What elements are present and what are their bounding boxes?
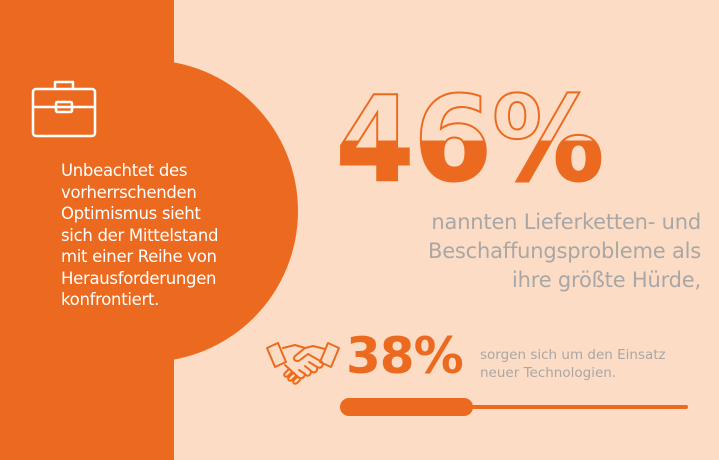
stat-46-line: ihre größte Hürde, [511,268,701,292]
intro-line: Unbeachtet des [61,161,188,180]
handshake-icon [266,342,340,385]
intro-text: Unbeachtet des vorherrschenden Optimismu… [61,160,261,311]
intro-line: Optimismus sieht [61,204,201,223]
progress-fill [340,398,473,416]
stat-38-percent: 38% [346,327,464,385]
stat-38-progress-bar [340,398,688,416]
intro-line: sich der Mittelstand [61,225,219,245]
stat-38-line: neuer Technologien. [480,365,617,381]
stat-38-line: sorgen sich um den Einsatz [480,347,666,363]
briefcase-icon [31,80,97,138]
stat-46-outline: 46% [336,82,604,192]
stat-38-description: sorgen sich um den Einsatz neuer Technol… [480,346,719,382]
intro-line: vorherrschenden [61,182,197,202]
stat-46-fill: 46% [336,82,604,192]
stat-46-description: nannten Lieferketten- und Beschaffungspr… [371,208,701,295]
stat-46-line: nannten Lieferketten- und [431,210,701,234]
intro-line: mit einer Reihe von [61,247,217,266]
stat-46-line: Beschaffungsprobleme als [428,239,701,263]
intro-line: konfrontiert. [61,290,160,309]
intro-line: Herausforderungen [61,268,217,288]
intro-half-circle [0,60,298,362]
stat-46-percent: 46% 46% [336,82,605,192]
